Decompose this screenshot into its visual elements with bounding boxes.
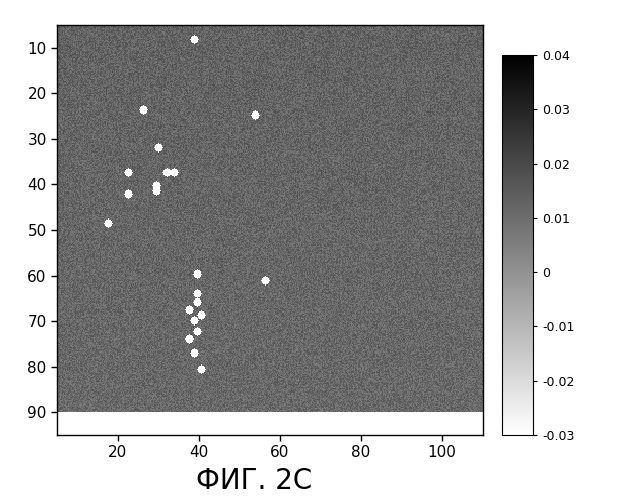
Text: ФИГ. 2C: ФИГ. 2C [196,467,312,495]
